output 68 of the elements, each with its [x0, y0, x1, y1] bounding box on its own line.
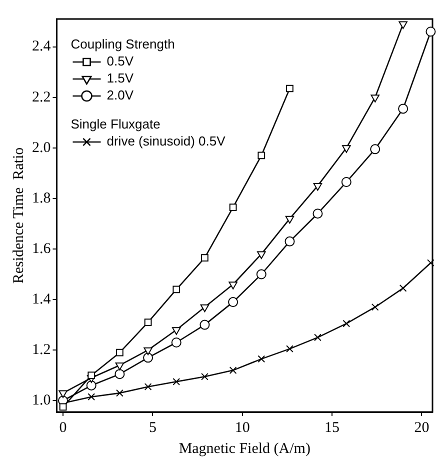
point: [313, 183, 322, 191]
point: [398, 21, 408, 30]
point: [201, 254, 208, 262]
point: [284, 236, 295, 246]
x-tick-label: 10: [234, 420, 250, 436]
point: [341, 177, 352, 188]
point: [144, 347, 152, 356]
point: [143, 352, 154, 363]
x-tick-label: 20: [414, 420, 430, 436]
x-tick-label: 5: [148, 420, 156, 436]
y-tick-label: 1.0: [32, 392, 51, 409]
point: [144, 318, 152, 326]
y-tick-label: 2.2: [32, 89, 51, 106]
point: [285, 216, 294, 224]
point: [59, 403, 67, 411]
legend-label: drive (sinusoid) 0.5V: [106, 134, 226, 149]
point: [426, 26, 436, 37]
x-tick-label: 15: [324, 420, 340, 436]
legend-label: 2.0V: [106, 88, 134, 103]
point: [171, 338, 182, 348]
x-tick-label: 0: [59, 420, 67, 436]
point: [201, 372, 208, 380]
point: [116, 389, 124, 397]
point: [370, 144, 380, 154]
point: [286, 84, 294, 92]
point: [86, 380, 96, 390]
point: [398, 104, 408, 114]
x-axis-title: Magnetic Field (A/m): [178, 440, 310, 457]
point: [228, 282, 238, 290]
point: [286, 345, 294, 352]
point: [115, 362, 124, 370]
point: [172, 327, 181, 335]
point: [258, 355, 266, 363]
point: [88, 393, 96, 401]
y-tick-label: 2.4: [32, 38, 52, 55]
y-tick-label: 1.6: [32, 240, 52, 257]
point: [258, 152, 266, 160]
legend-title: Coupling Strength: [70, 36, 175, 52]
y-tick-label: 1.4: [32, 291, 52, 308]
y-tick-label: 1.8: [32, 190, 51, 206]
point: [172, 378, 180, 386]
y-tick-label: 1.2: [32, 342, 51, 358]
point: [114, 369, 125, 380]
annotation: Single Fluxgate: [70, 116, 160, 132]
point: [370, 94, 380, 102]
point: [312, 208, 323, 219]
point: [427, 259, 434, 267]
point: [144, 383, 152, 390]
point: [200, 320, 210, 330]
point: [342, 320, 350, 328]
y-tick-label: 2.0: [32, 140, 51, 156]
point: [314, 334, 322, 342]
point: [256, 269, 266, 280]
legend-label: 0.5V: [106, 54, 134, 69]
point: [229, 366, 237, 374]
point: [229, 204, 237, 211]
point: [371, 303, 379, 311]
point: [257, 251, 266, 260]
point: [58, 390, 68, 398]
point: [200, 304, 210, 312]
legend-label: 1.5V: [106, 70, 134, 86]
point: [116, 348, 124, 356]
y-axis-title: Residence Time Ratio: [10, 147, 27, 284]
point: [342, 145, 351, 153]
point: [88, 372, 96, 380]
point: [399, 284, 407, 292]
point: [172, 286, 180, 294]
point: [228, 297, 238, 308]
